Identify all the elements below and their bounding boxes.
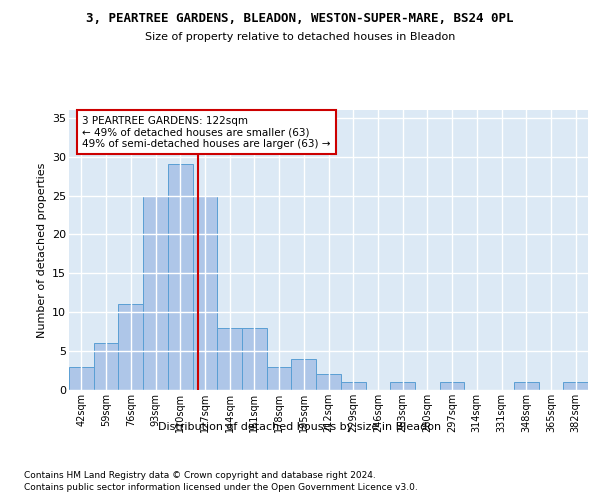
Bar [514,382,539,390]
Bar [292,359,316,390]
Y-axis label: Number of detached properties: Number of detached properties [37,162,47,338]
Bar [143,196,168,390]
Bar [242,328,267,390]
Bar [193,196,217,390]
Bar [217,328,242,390]
Text: Contains public sector information licensed under the Open Government Licence v3: Contains public sector information licen… [24,483,418,492]
Bar [69,366,94,390]
Text: 3, PEARTREE GARDENS, BLEADON, WESTON-SUPER-MARE, BS24 0PL: 3, PEARTREE GARDENS, BLEADON, WESTON-SUP… [86,12,514,26]
Bar [316,374,341,390]
Text: Distribution of detached houses by size in Bleadon: Distribution of detached houses by size … [158,422,442,432]
Bar [267,366,292,390]
Text: 3 PEARTREE GARDENS: 122sqm
← 49% of detached houses are smaller (63)
49% of semi: 3 PEARTREE GARDENS: 122sqm ← 49% of deta… [82,116,331,149]
Bar [168,164,193,390]
Text: Size of property relative to detached houses in Bleadon: Size of property relative to detached ho… [145,32,455,42]
Bar [341,382,365,390]
Bar [94,344,118,390]
Bar [118,304,143,390]
Text: Contains HM Land Registry data © Crown copyright and database right 2024.: Contains HM Land Registry data © Crown c… [24,470,376,480]
Bar [440,382,464,390]
Bar [563,382,588,390]
Bar [390,382,415,390]
